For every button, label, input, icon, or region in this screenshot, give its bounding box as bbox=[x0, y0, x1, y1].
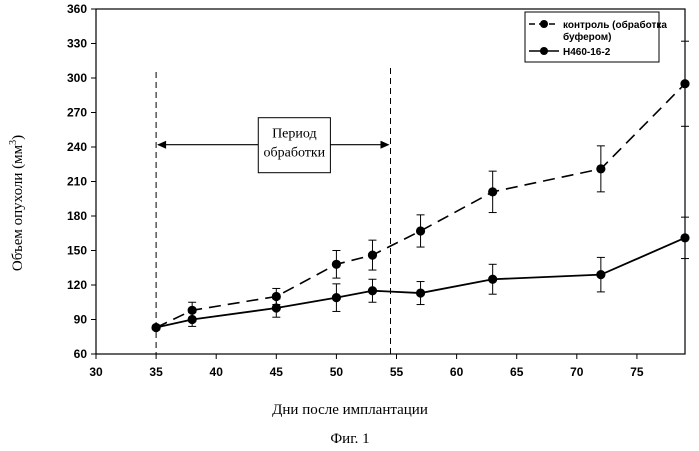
y-tick-label: 300 bbox=[67, 71, 87, 85]
y-axis-label-superscript: 3 bbox=[8, 140, 19, 145]
x-tick-label: 70 bbox=[570, 365, 584, 379]
y-axis-label: Объем опухоли (мм3) bbox=[8, 135, 26, 271]
legend-label-h460: H460-16-2 bbox=[563, 47, 611, 58]
data-point bbox=[680, 79, 690, 89]
data-point bbox=[596, 270, 606, 280]
legend-label-control-line2: буфером) bbox=[563, 31, 611, 43]
legend-box bbox=[524, 11, 660, 63]
y-tick-label: 210 bbox=[67, 175, 87, 189]
period-label-line2: обработки bbox=[263, 146, 325, 161]
y-axis-label-close: ) bbox=[10, 135, 26, 140]
legend-marker-h460 bbox=[540, 47, 548, 55]
arrowhead-left bbox=[157, 140, 167, 149]
x-tick-label: 55 bbox=[390, 365, 404, 379]
legend-label-control: контроль (обработка bbox=[563, 19, 667, 31]
y-tick-label: 330 bbox=[67, 37, 87, 51]
data-point bbox=[271, 303, 281, 313]
data-point bbox=[187, 314, 197, 325]
y-tick-label: 120 bbox=[67, 278, 87, 292]
x-tick-label: 45 bbox=[270, 365, 284, 379]
y-tick-label: 270 bbox=[67, 106, 87, 120]
x-tick-label: 50 bbox=[330, 365, 344, 379]
data-point bbox=[680, 233, 690, 243]
legend-marker-control bbox=[540, 20, 548, 28]
y-tick-label: 150 bbox=[67, 244, 87, 258]
x-axis-label: Дни после имплантации bbox=[272, 402, 428, 418]
data-point bbox=[367, 250, 378, 260]
data-point bbox=[331, 259, 342, 269]
period-label-line1: Период bbox=[272, 127, 317, 142]
data-point bbox=[596, 164, 606, 174]
y-tick-label: 360 bbox=[67, 2, 87, 16]
data-point bbox=[415, 288, 426, 298]
y-tick-label: 60 bbox=[74, 347, 88, 361]
period-label-box bbox=[257, 117, 331, 174]
arrowhead-right bbox=[380, 140, 390, 149]
x-tick-label: 60 bbox=[450, 365, 464, 379]
data-point bbox=[367, 286, 378, 296]
data-point bbox=[331, 293, 342, 303]
y-tick-label: 90 bbox=[74, 313, 88, 327]
x-tick-label: 30 bbox=[89, 365, 103, 379]
data-point bbox=[151, 322, 161, 333]
x-tick-label: 35 bbox=[149, 365, 163, 379]
data-point bbox=[488, 187, 498, 197]
y-tick-label: 180 bbox=[67, 209, 87, 223]
figure-caption: Фиг. 1 bbox=[330, 431, 369, 446]
series-1 bbox=[151, 216, 690, 333]
y-tick-label: 240 bbox=[67, 140, 87, 154]
x-tick-label: 75 bbox=[630, 365, 644, 379]
data-point bbox=[415, 226, 426, 236]
x-tick-label: 40 bbox=[210, 365, 224, 379]
x-tick-label: 65 bbox=[510, 365, 524, 379]
data-point bbox=[488, 274, 498, 284]
y-axis-label-text: Объем опухоли (мм bbox=[10, 144, 26, 271]
